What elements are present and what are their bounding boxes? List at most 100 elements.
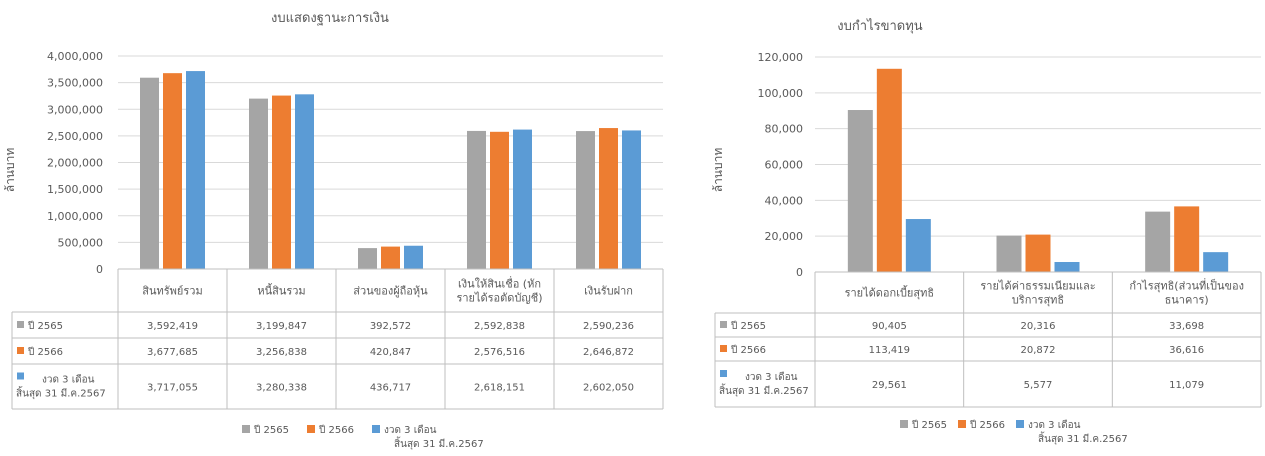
row-header: ปี 2565 xyxy=(27,320,63,332)
legend-swatch xyxy=(900,420,908,428)
legend-label: สิ้นสุด 31 มี.ค.2567 xyxy=(1038,431,1128,445)
y-tick-label: 80,000 xyxy=(765,123,804,136)
bar-series-2-cat-0 xyxy=(186,71,205,269)
y-tick-label: 4,000,000 xyxy=(47,50,103,63)
bar-series-1-cat-2 xyxy=(381,246,400,269)
y-tick-label: 40,000 xyxy=(765,194,804,207)
legend-label: สิ้นสุด 31 มี.ค.2567 xyxy=(394,436,484,450)
y-tick-label: 1,500,000 xyxy=(47,183,103,196)
category-label: เงินรับฝาก xyxy=(584,285,633,298)
row-header: สิ้นสุด 31 มี.ค.2567 xyxy=(719,383,809,397)
bar-series-0-cat-3 xyxy=(467,130,486,269)
table-cell: 2,646,872 xyxy=(583,347,634,358)
bar-series-0-cat-1 xyxy=(249,98,268,269)
bar-series-2-cat-3 xyxy=(513,129,532,269)
table-cell: 29,561 xyxy=(872,380,907,391)
table-cell: 3,717,055 xyxy=(147,383,198,394)
bar-series-1-cat-4 xyxy=(599,128,618,269)
table-cell: 420,847 xyxy=(370,347,411,358)
legend-label: งวด 3 เดือน xyxy=(384,424,437,436)
y-tick-label: 20,000 xyxy=(765,230,804,243)
table-cell: 11,079 xyxy=(1169,380,1204,391)
row-legend-key xyxy=(720,321,727,328)
bar-series-2-cat-1 xyxy=(1054,262,1080,272)
table-cell: 3,199,847 xyxy=(256,321,307,332)
category-label: รายได้ค่าธรรมเนียมและ xyxy=(980,280,1095,293)
bar-series-2-cat-4 xyxy=(622,130,641,269)
legend-swatch xyxy=(307,425,315,433)
legend-swatch xyxy=(242,425,250,433)
income-statement-chart: งบกำไรขาดทุนล้านบาท 0 20,000 40,000 60,000 80… xyxy=(700,0,1265,456)
bar-series-0-cat-2 xyxy=(358,248,377,269)
bar-series-2-cat-2 xyxy=(404,245,423,269)
legend-label: ปี 2566 xyxy=(969,419,1005,431)
table-cell: 90,405 xyxy=(872,321,907,332)
category-label: ธนาคาร) xyxy=(1165,294,1209,307)
bar-series-1-cat-2 xyxy=(1174,206,1200,272)
table-cell: 5,577 xyxy=(1024,380,1053,391)
y-tick-label: 2,500,000 xyxy=(47,130,103,143)
bar-series-2-cat-2 xyxy=(1203,252,1229,272)
bar-series-1-cat-1 xyxy=(272,95,291,269)
row-header: ปี 2566 xyxy=(27,346,63,358)
category-label: กำไรสุทธิ(ส่วนที่เป็นของ xyxy=(1129,278,1244,293)
y-tick-label: 120,000 xyxy=(758,51,804,64)
legend-label: ปี 2566 xyxy=(318,424,354,436)
legend-label: ปี 2565 xyxy=(911,419,947,431)
row-legend-key xyxy=(17,321,24,328)
category-label: รายได้รอตัดบัญชี) xyxy=(456,292,542,305)
legend-swatch xyxy=(372,425,380,433)
row-header: งวด 3 เดือน xyxy=(42,374,95,386)
category-label: สินทรัพย์รวม xyxy=(142,285,203,298)
row-header: สิ้นสุด 31 มี.ค.2567 xyxy=(16,386,106,400)
row-header: ปี 2565 xyxy=(730,320,766,332)
bar-series-0-cat-1 xyxy=(996,235,1022,272)
table-cell: 20,872 xyxy=(1021,345,1056,356)
y-tick-label: 500,000 xyxy=(58,236,104,249)
bar-series-0-cat-4 xyxy=(576,131,595,269)
y-tick-label: 60,000 xyxy=(765,159,804,172)
table-cell: 392,572 xyxy=(370,321,411,332)
category-label: เงินให้สินเชื่อ (หัก xyxy=(458,276,541,291)
legend-swatch xyxy=(1016,420,1024,428)
row-header: งวด 3 เดือน xyxy=(745,371,798,383)
bar-series-0-cat-2 xyxy=(1145,211,1171,272)
bar-series-1-cat-3 xyxy=(490,131,509,269)
row-legend-key xyxy=(720,370,727,377)
row-legend-key xyxy=(17,372,24,380)
table-cell: 113,419 xyxy=(869,345,910,356)
y-tick-label: 3,000,000 xyxy=(47,103,103,116)
chart-svg-1: งบกำไรขาดทุนล้านบาท 0 20,000 40,000 60,000 80… xyxy=(711,18,1262,445)
y-tick-label: 0 xyxy=(796,266,803,279)
bar-series-1-cat-0 xyxy=(876,68,902,272)
row-legend-key xyxy=(17,347,24,354)
category-label: รายได้ดอกเบี้ยสุทธิ xyxy=(845,285,934,300)
table-cell: 3,256,838 xyxy=(256,347,307,358)
row-header: ปี 2566 xyxy=(730,344,766,356)
category-label: หนี้สินรวม xyxy=(257,283,305,298)
y-tick-label: 2,000,000 xyxy=(47,157,103,170)
table-cell: 2,576,516 xyxy=(474,347,525,358)
bar-series-2-cat-0 xyxy=(905,219,931,272)
table-cell: 2,590,236 xyxy=(583,321,634,332)
bar-series-2-cat-1 xyxy=(295,94,314,270)
table-cell: 2,602,050 xyxy=(583,383,634,394)
category-label: ส่วนของผู้ถือหุ้น xyxy=(353,285,428,298)
y-tick-label: 3,500,000 xyxy=(47,77,103,90)
bar-series-0-cat-0 xyxy=(140,77,159,269)
chart-svg-0: งบแสดงฐานะการเงินล้านบาท 0 500,000 1,000,00… xyxy=(3,11,664,450)
y-tick-label: 1,000,000 xyxy=(47,210,103,223)
table-cell: 2,618,151 xyxy=(474,383,525,394)
table-cell: 3,280,338 xyxy=(256,383,307,394)
table-cell: 20,316 xyxy=(1021,321,1056,332)
y-axis-label: ล้านบาท xyxy=(711,148,725,193)
balance-sheet-chart: งบแสดงฐานะการเงิน ล้านบาท 0 500,000 1,000,00… xyxy=(3,11,664,450)
row-legend-key xyxy=(720,345,727,352)
bar-series-0-cat-0 xyxy=(847,110,873,272)
table-cell: 3,592,419 xyxy=(147,321,198,332)
table-cell: 3,677,685 xyxy=(147,347,198,358)
chart-title: งบกำไรขาดทุน xyxy=(837,18,922,34)
category-label: บริการสุทธิ xyxy=(1012,294,1064,307)
y-tick-label: 100,000 xyxy=(758,87,804,100)
chart-title: งบแสดงฐานะการเงิน xyxy=(271,11,389,26)
